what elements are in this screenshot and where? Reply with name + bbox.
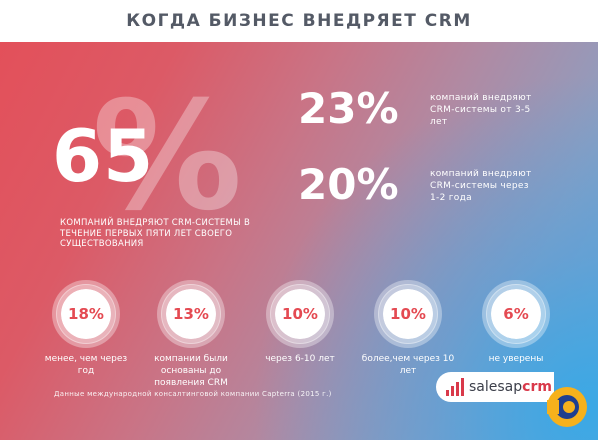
circle-value: 18% [68, 305, 104, 323]
main-stat-caption: КОМПАНИЙ ВНЕДРЯЮТ CRM-СИСТЕМЫ В ТЕЧЕНИЕ … [60, 218, 251, 249]
circle-value: 10% [282, 305, 318, 323]
stat-circle: 6% [486, 284, 546, 344]
side-stat-caption: компаний внедряют CRM-системы от 3-5 лет [430, 93, 532, 127]
circle-caption: менее, чем через год [44, 354, 128, 376]
page-title: КОГДА БИЗНЕС ВНЕДРЯЕТ CRM [126, 11, 472, 31]
main-stat-value: 65 [52, 114, 155, 198]
infographic-panel: % 65 КОМПАНИЙ ВНЕДРЯЮТ CRM-СИСТЕМЫ В ТЕЧ… [0, 42, 598, 440]
circle-caption: через 6-10 лет [265, 354, 335, 364]
stat-circle: 18% [56, 284, 116, 344]
stat-circle: 13% [161, 284, 221, 344]
circle-value: 10% [390, 305, 426, 323]
big-percent-sign: % [92, 70, 243, 244]
side-stat-value: 23% [298, 84, 399, 133]
stat-circle: 10% [270, 284, 330, 344]
circle-caption: компании были основаны до появления CRM [154, 354, 228, 388]
side-stat-caption: компаний внедряют CRM-системы через 1-2 … [430, 169, 532, 203]
brand-logo-mark-icon [547, 387, 587, 427]
circle-value: 13% [173, 305, 209, 323]
brand-logo[interactable]: salesapcrm [436, 372, 554, 402]
stat-circle: 10% [378, 284, 438, 344]
brand-bars-icon [446, 378, 464, 396]
brand-name: salesapcrm [469, 379, 552, 395]
brand-suffix: crm [522, 379, 552, 395]
circle-caption: более,чем через 10 лет [361, 354, 455, 376]
circle-caption: не уверены [488, 354, 544, 364]
source-note: Данные международной консалтинговой комп… [54, 390, 332, 398]
header: КОГДА БИЗНЕС ВНЕДРЯЕТ CRM [0, 0, 598, 42]
circle-value: 6% [503, 305, 529, 323]
brand-prefix: salesap [469, 379, 523, 395]
side-stat-value: 20% [298, 160, 399, 209]
